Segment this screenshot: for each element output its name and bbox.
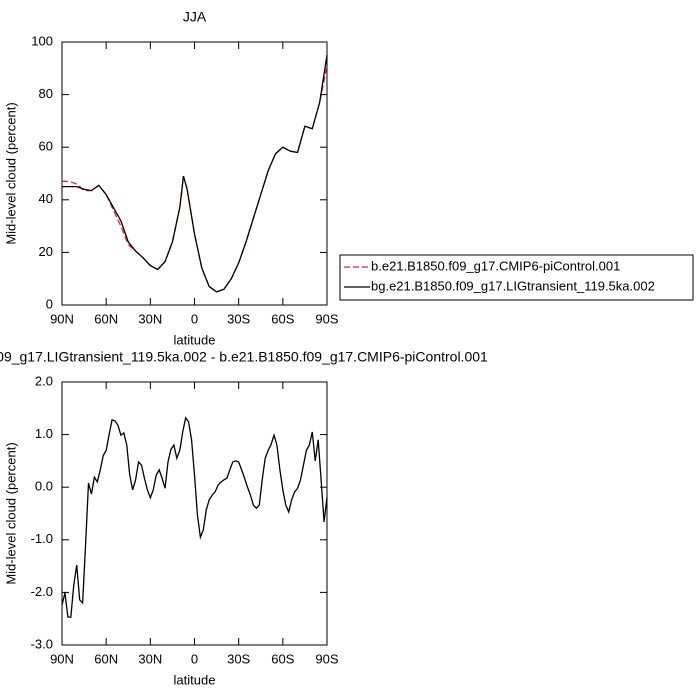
series-line [62, 65, 328, 293]
y-tick-label: 100 [31, 33, 53, 48]
x-tick-label: 90S [315, 311, 338, 326]
y-tick-label: 2.0 [35, 373, 53, 388]
legend-box [339, 254, 694, 301]
x-tick-label: 30N [138, 311, 162, 326]
x-axis-label: latitude [174, 332, 216, 347]
y-tick-label: 40 [39, 191, 53, 206]
chart-title: JJA [183, 9, 207, 25]
legend-label: bg.e21.B1850.f09_g17.LIGtransient_119.5k… [371, 278, 655, 293]
x-axis-label: latitude [174, 672, 216, 687]
x-tick-label: 30N [138, 651, 162, 666]
x-tick-label: 60S [271, 311, 294, 326]
y-tick-label: -2.0 [31, 584, 53, 599]
y-tick-label: 20 [39, 244, 53, 259]
plot-frame [61, 381, 328, 646]
x-tick-label: 90N [50, 651, 74, 666]
y-tick-label: 80 [39, 86, 53, 101]
x-tick-label: 60S [271, 651, 294, 666]
x-tick-label: 60N [94, 651, 118, 666]
y-axis-label: Mid-level cloud (percent) [3, 442, 18, 584]
series-line [61, 416, 328, 618]
x-tick-label: 30S [227, 651, 250, 666]
y-tick-label: -1.0 [31, 531, 53, 546]
x-tick-label: 90S [315, 651, 338, 666]
y-tick-label: -3.0 [31, 636, 53, 651]
x-tick-label: 60N [94, 311, 118, 326]
series-line [62, 55, 328, 293]
x-tick-label: 0 [191, 311, 198, 326]
y-tick-label: 1.0 [35, 426, 53, 441]
y-tick-label: 0 [46, 296, 53, 311]
y-tick-label: 0.0 [35, 479, 53, 494]
plot-frame [61, 41, 328, 306]
x-tick-label: 0 [191, 651, 198, 666]
y-tick-label: 60 [39, 139, 53, 154]
chart-title: bg.e21.B1850.f09_g17.LIGtransient_119.5k… [0, 349, 488, 365]
x-tick-label: 90N [50, 311, 74, 326]
y-axis-label: Mid-level cloud (percent) [3, 102, 18, 244]
x-tick-label: 30S [227, 311, 250, 326]
legend-label: b.e21.B1850.f09_g17.CMIP6-piControl.001 [371, 258, 620, 273]
